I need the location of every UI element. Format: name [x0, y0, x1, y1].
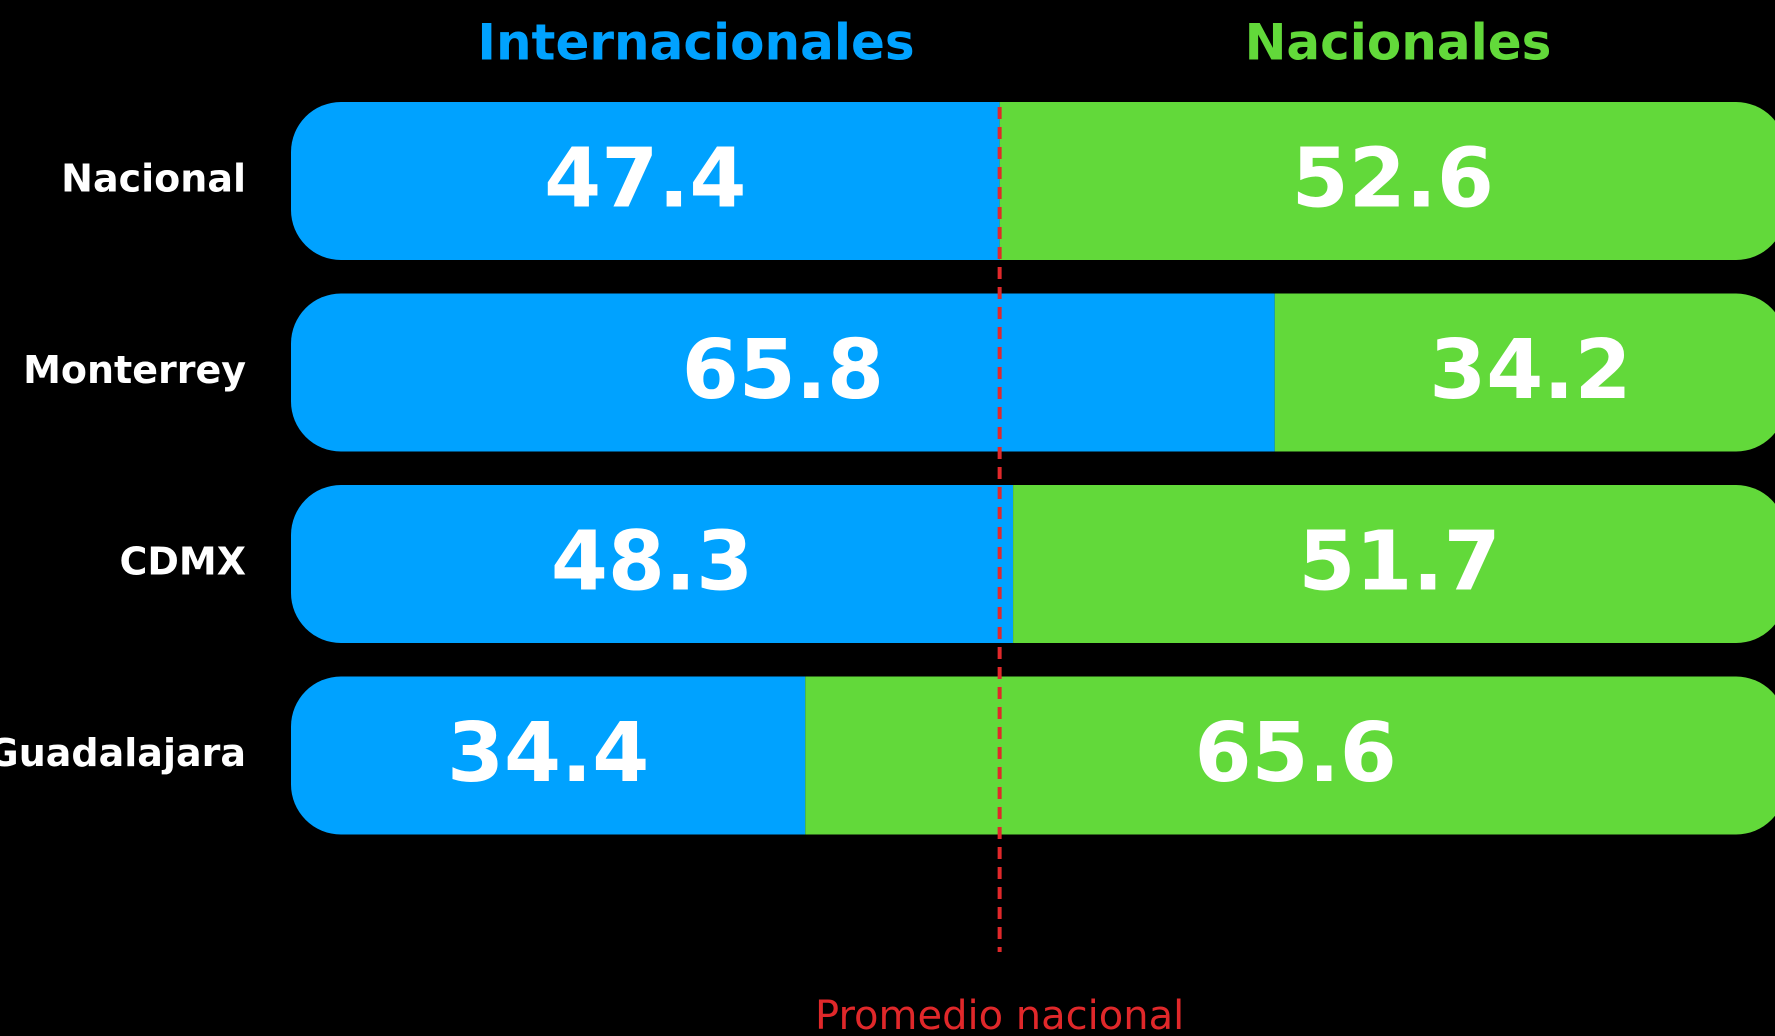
legend-label: Nacionales [1245, 14, 1552, 72]
bar-segment [805, 676, 1775, 835]
bar-row [291, 102, 1775, 260]
value-label: 47.4 [544, 131, 746, 226]
category-label: Guadalajara [0, 731, 246, 775]
value-label: 34.4 [447, 706, 649, 801]
value-label: 34.2 [1429, 323, 1631, 418]
bar-segment [291, 485, 1014, 643]
bar-segment [1013, 485, 1775, 643]
bar-segment [291, 676, 806, 835]
reference-label: Promedio nacional [815, 993, 1184, 1036]
category-label: CDMX [119, 540, 246, 584]
bar-segment [1274, 293, 1775, 452]
value-label: 52.6 [1292, 131, 1494, 226]
bar-row [291, 293, 1775, 452]
value-label: 65.6 [1194, 706, 1396, 801]
value-label: 65.8 [682, 323, 884, 418]
bar-segment [291, 102, 1000, 260]
bar-row [291, 485, 1775, 643]
value-label: 51.7 [1298, 514, 1500, 609]
legend-label: Internacionales [477, 14, 914, 72]
bar-segment [291, 293, 1275, 452]
bar-row [291, 676, 1775, 835]
category-label: Monterrey [23, 348, 246, 392]
value-label: 48.3 [551, 514, 753, 609]
bar-segment [999, 102, 1775, 260]
category-label: Nacional [61, 157, 246, 201]
